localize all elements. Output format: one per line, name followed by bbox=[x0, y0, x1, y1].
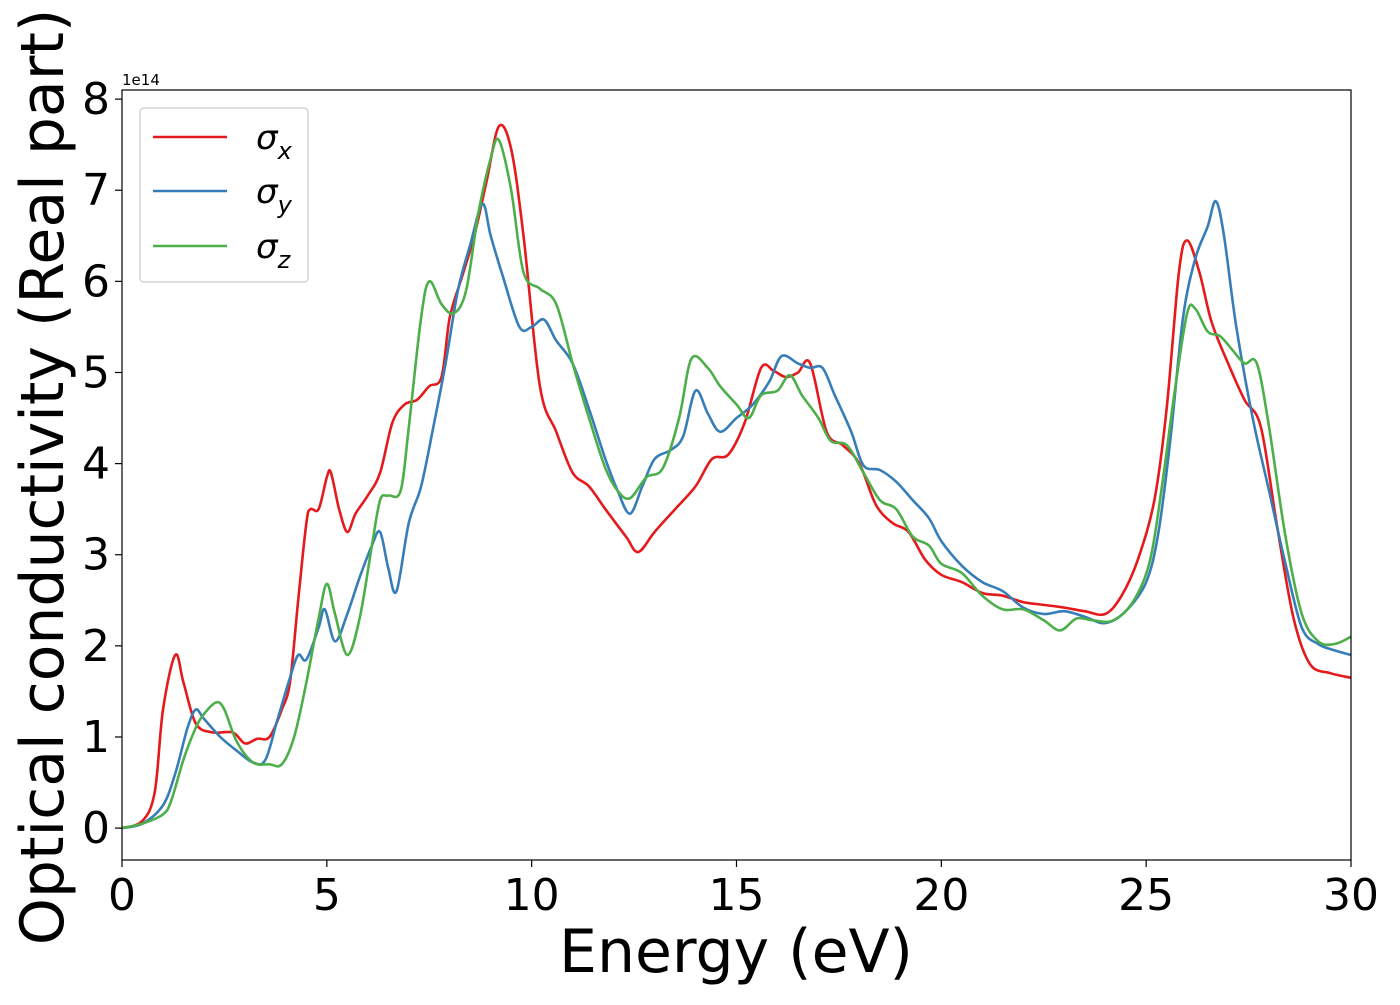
x-axis-ticks: 0 5 10 15 20 25 30 bbox=[108, 860, 1379, 921]
x-tick-label: 30 bbox=[1323, 870, 1379, 921]
y-axis-ticks: 0 1 2 3 4 5 6 7 8 bbox=[82, 74, 122, 854]
y-tick-label: 1 bbox=[82, 712, 110, 763]
x-tick-label: 10 bbox=[504, 870, 560, 921]
y-tick-label: 7 bbox=[82, 165, 110, 216]
x-axis-title: Energy (eV) bbox=[559, 917, 913, 987]
y-tick-label: 0 bbox=[82, 803, 110, 854]
series-line-x bbox=[122, 123, 1351, 830]
y-tick-label: 4 bbox=[82, 439, 110, 490]
x-tick-label: 0 bbox=[108, 870, 136, 921]
legend-frame bbox=[139, 107, 309, 283]
x-tick-label: 25 bbox=[1118, 870, 1174, 921]
series-layer bbox=[122, 123, 1351, 830]
y-offset-text: 1e14 bbox=[122, 71, 160, 89]
y-tick-label: 6 bbox=[82, 256, 110, 307]
x-tick-label: 5 bbox=[313, 870, 341, 921]
x-tick-label: 20 bbox=[913, 870, 969, 921]
y-tick-label: 5 bbox=[82, 347, 110, 398]
x-tick-label: 15 bbox=[709, 870, 765, 921]
y-axis-title: Optical conductivity (Real part) bbox=[8, 9, 78, 946]
series-line-z bbox=[122, 137, 1351, 830]
series-line-y bbox=[122, 199, 1351, 830]
y-tick-label: 8 bbox=[82, 74, 110, 125]
y-tick-label: 3 bbox=[82, 530, 110, 581]
y-tick-label: 2 bbox=[82, 621, 110, 672]
